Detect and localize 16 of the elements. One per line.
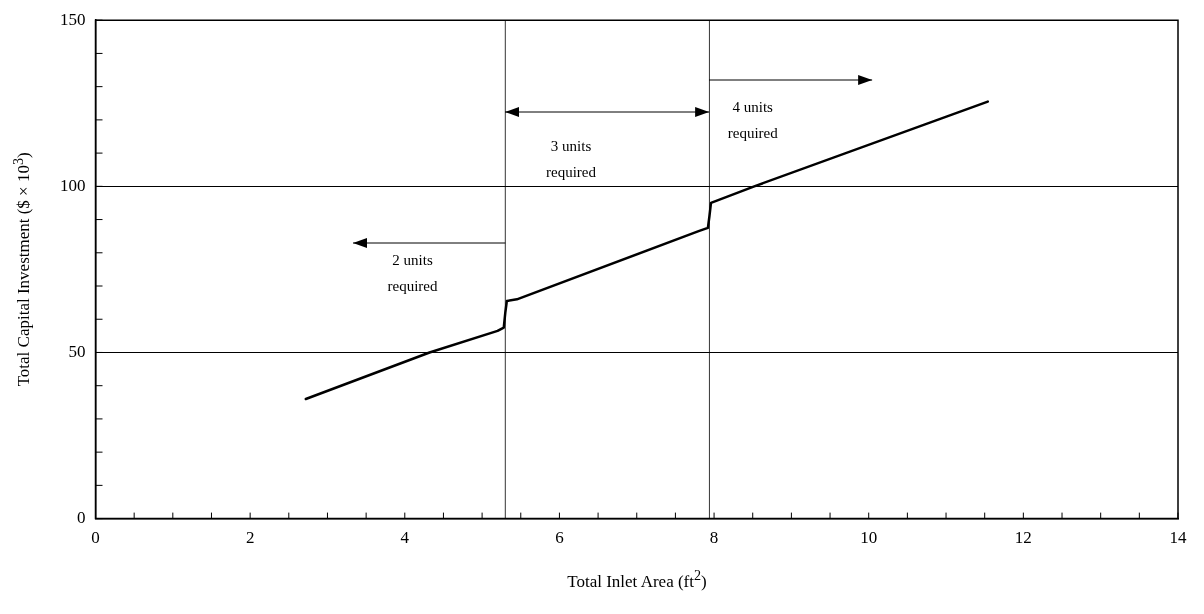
x-tick-label: 8 <box>709 528 719 548</box>
x-tick-label: 6 <box>555 528 564 548</box>
y-tick-label: 0 <box>77 508 86 528</box>
x-tick-label: 4 <box>400 528 410 548</box>
x-axis-title: Total Inlet Area (ft$^{2}$) <box>567 566 707 592</box>
y-tick-label: 100 <box>60 175 86 195</box>
x-tick-label: 0 <box>91 528 100 548</box>
x-tick-label: 2 <box>245 528 255 548</box>
x-tick-label: 10 <box>860 528 878 548</box>
y-tick-label: 150 <box>60 9 86 29</box>
annotation: 3 units required <box>546 137 597 180</box>
annotation: 4 units required <box>727 99 779 142</box>
x-tick-label: 14 <box>1169 528 1187 548</box>
y-tick-label: 50 <box>68 341 86 361</box>
annotation: 2 units required <box>387 251 438 294</box>
x-tick-label: 12 <box>1014 528 1032 548</box>
